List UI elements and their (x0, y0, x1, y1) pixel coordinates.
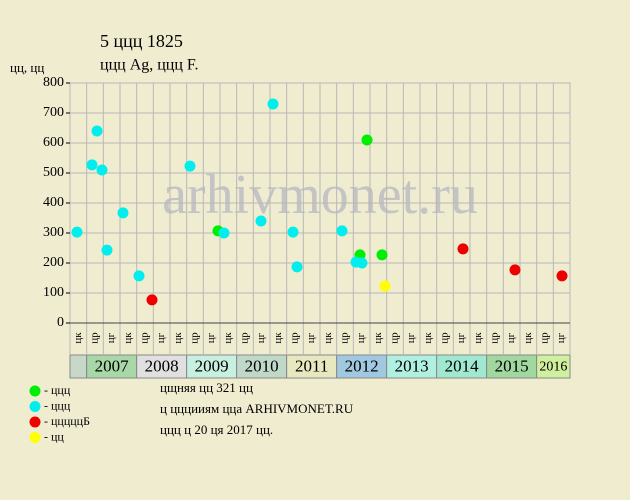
data-point (96, 164, 108, 176)
legend-label: - цц (44, 429, 64, 443)
data-point (117, 207, 129, 219)
legend-label: - ццц (44, 398, 71, 412)
year-label: 2013 (395, 356, 429, 375)
x-tick-label: цк (472, 332, 484, 344)
x-tick-label: цк (172, 332, 184, 344)
y-tick-label: 300 (43, 225, 64, 240)
x-tick-label: цр (339, 332, 351, 344)
x-tick-label: цк (372, 332, 384, 344)
year-band (69, 354, 88, 379)
x-tick-label: цк (322, 332, 334, 344)
data-point (71, 226, 83, 238)
year-label: 2010 (245, 356, 279, 375)
data-point (291, 261, 303, 273)
x-tick-label: цр (489, 332, 501, 344)
data-point (287, 226, 299, 238)
x-tick-label: цр (389, 332, 401, 344)
data-point (101, 244, 113, 256)
y-tick-label: 0 (57, 315, 64, 330)
data-point (457, 243, 469, 255)
x-tick-label: цг (305, 332, 317, 343)
x-tick-label: цр (289, 332, 301, 344)
data-point (218, 227, 230, 239)
year-label: 2008 (145, 356, 179, 375)
x-tick-label: цг (505, 332, 517, 343)
legend-marker (29, 416, 41, 428)
year-label: 2014 (445, 356, 480, 375)
note: цщняя цц 321 цц (160, 380, 253, 395)
chart-title: 5 ццц 1825 (100, 31, 183, 51)
chart-subtitle: ццц Ag, ццц F. (100, 57, 199, 74)
y-tick-label: 500 (43, 165, 64, 180)
legend-label: - ццц (44, 383, 71, 397)
x-tick-label: цг (405, 332, 417, 343)
x-tick-label: цр (189, 332, 201, 344)
x-tick-label: цк (122, 332, 134, 344)
y-tick-label: 200 (43, 255, 64, 270)
data-point (336, 225, 348, 237)
year-label: 2012 (345, 356, 379, 375)
data-point (361, 134, 373, 146)
y-axis-label: цц, цц (10, 60, 44, 75)
data-point (184, 160, 196, 172)
x-tick-label: цк (422, 332, 434, 344)
y-tick-label: 100 (43, 285, 64, 300)
x-tick-label: цр (139, 332, 151, 344)
year-label: 2007 (95, 356, 130, 375)
year-label: 2015 (495, 356, 529, 375)
year-label: 2009 (195, 356, 229, 375)
x-tick-label: цр (89, 332, 101, 344)
data-point (356, 257, 368, 269)
x-tick-label: цк (72, 332, 84, 344)
data-point (379, 280, 391, 292)
x-tick-label: цг (355, 332, 367, 343)
year-label: 2011 (295, 356, 328, 375)
data-point (91, 125, 103, 137)
data-point (376, 249, 388, 261)
legend-label: - цццццБ (44, 414, 90, 428)
y-tick-label: 800 (43, 75, 64, 90)
x-tick-label: цг (105, 332, 117, 343)
x-tick-label: цр (239, 332, 251, 344)
x-tick-label: цг (155, 332, 167, 343)
data-point (255, 215, 267, 227)
data-point (86, 159, 98, 171)
legend-marker (29, 401, 41, 412)
data-point (146, 294, 158, 306)
x-tick-label: цг (455, 332, 467, 343)
x-tick-label: цг (255, 332, 267, 343)
year-label: 2016 (539, 360, 567, 375)
x-tick-label: цк (522, 332, 534, 344)
data-point (267, 98, 279, 110)
x-tick-label: цк (222, 332, 234, 344)
y-tick-label: 400 (43, 195, 64, 210)
data-point (509, 264, 521, 276)
data-point (133, 270, 145, 282)
x-tick-label: цг (205, 332, 217, 343)
x-tick-label: цк (272, 332, 284, 344)
note: ццц ц 20 ця 2017 цц. (160, 422, 273, 437)
x-tick-label: цр (539, 332, 551, 344)
y-tick-label: 700 (43, 105, 64, 120)
legend-marker (29, 432, 41, 443)
data-point (556, 270, 568, 282)
x-tick-label: цг (555, 332, 567, 343)
y-tick-label: 600 (43, 135, 64, 150)
legend-marker (29, 385, 41, 397)
x-tick-label: цр (439, 332, 451, 344)
note: ц цццииям цца ARHIVMONET.RU (160, 401, 354, 416)
